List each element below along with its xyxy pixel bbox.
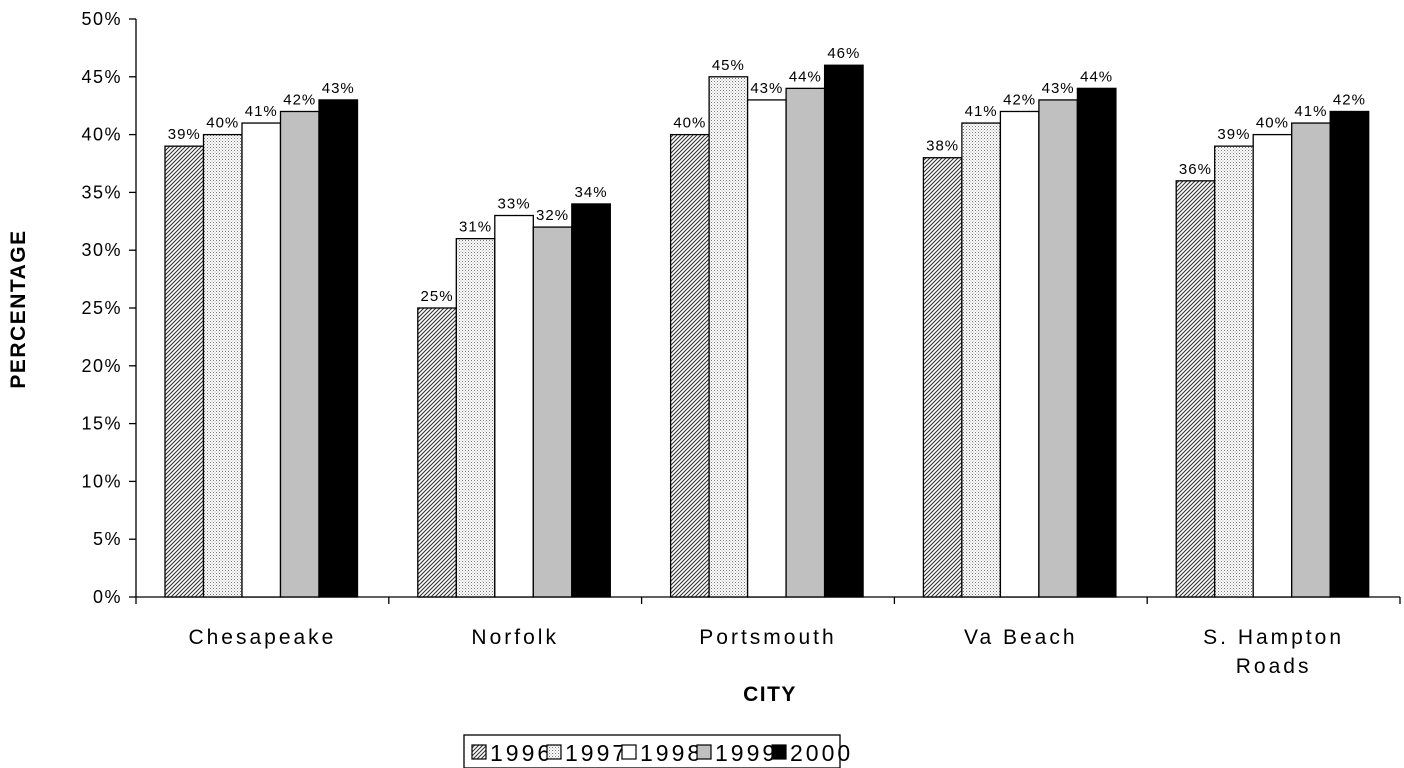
- bar-1996: [417, 307, 457, 598]
- x-axis: Chesapeake Norfolk Portsmouth Va Beach S. Ha…: [135, 596, 1401, 678]
- data-label: 25%: [421, 288, 454, 305]
- data-label: 43%: [1042, 80, 1075, 97]
- legend-swatch-1999: [696, 744, 712, 760]
- y-tick-label: 40%: [81, 125, 122, 145]
- data-label: 42%: [1333, 91, 1366, 108]
- x-tick-label: Portsmouth: [699, 626, 836, 649]
- legend-swatch-1997: [546, 744, 562, 760]
- bar-1996: [669, 133, 710, 598]
- data-label: 44%: [789, 68, 822, 85]
- legend-label: 1996: [490, 740, 553, 766]
- data-label: 42%: [283, 91, 316, 108]
- bar-1998: [746, 99, 787, 598]
- data-label: 41%: [245, 103, 278, 120]
- legend-label: 1998: [640, 740, 703, 766]
- data-label: 42%: [1003, 91, 1036, 108]
- y-tick-label: 50%: [81, 9, 122, 29]
- bar-1996: [922, 157, 963, 598]
- data-labels: 39% 25% 40% 38% 36% 40% 31% 45% 41% 39% 41% 33% 43% 4…: [168, 45, 1366, 305]
- x-tick-label: Roads: [1236, 655, 1312, 678]
- data-label: 41%: [965, 103, 998, 120]
- bar-1998: [494, 214, 534, 598]
- legend: 1996 1997 1998 1999 2000: [463, 734, 853, 768]
- bar-2000: [1329, 110, 1370, 598]
- x-tick-label: S. Hampton: [1203, 626, 1344, 649]
- y-tick-label: 20%: [81, 356, 122, 376]
- data-label: 46%: [827, 45, 860, 62]
- bar-1999: [1291, 122, 1331, 598]
- data-label: 38%: [926, 138, 959, 155]
- bar-1998: [1252, 133, 1293, 598]
- data-label: 31%: [459, 219, 492, 236]
- bar-1999: [785, 87, 826, 598]
- bar-1997: [455, 237, 496, 598]
- data-label: 36%: [1179, 161, 1212, 178]
- data-label: 43%: [750, 80, 783, 97]
- legend-label: 1999: [715, 740, 778, 766]
- data-label: 39%: [168, 126, 201, 143]
- data-label: 33%: [498, 196, 531, 213]
- bar-1999: [279, 110, 320, 598]
- data-label: 39%: [1217, 126, 1250, 143]
- legend-label: 2000: [790, 740, 853, 766]
- y-tick-label: 5%: [93, 529, 122, 549]
- bar-1999: [532, 226, 573, 598]
- bar-1997: [1214, 145, 1254, 598]
- legend-swatch-1996: [471, 744, 487, 760]
- bar-2000: [1076, 87, 1117, 598]
- bar-1997: [708, 76, 749, 598]
- y-axis-title: PERCENTAGE: [7, 229, 30, 388]
- x-tick-label: Va Beach: [964, 626, 1078, 649]
- data-label: 44%: [1080, 68, 1113, 85]
- legend-label: 1997: [565, 740, 628, 766]
- legend-swatch-2000: [771, 744, 787, 760]
- data-label: 45%: [712, 57, 745, 74]
- bar-1996: [1175, 180, 1216, 598]
- y-tick-label: 35%: [81, 182, 122, 202]
- bar-1997: [202, 133, 243, 598]
- legend-swatch-1998: [621, 744, 637, 760]
- x-tick-label: Norfolk: [471, 626, 559, 649]
- data-label: 43%: [322, 80, 355, 97]
- y-tick-label: 10%: [81, 471, 122, 491]
- data-label: 41%: [1294, 103, 1327, 120]
- data-label: 34%: [575, 184, 608, 201]
- bar-1996: [164, 145, 205, 598]
- data-label: 32%: [536, 207, 569, 224]
- y-tick-label: 45%: [81, 67, 122, 87]
- bar-1997: [961, 122, 1002, 598]
- bar-1998: [999, 110, 1040, 598]
- bar-1999: [1038, 99, 1079, 598]
- data-label: 40%: [673, 115, 706, 132]
- bar-1998: [241, 122, 282, 598]
- x-axis-title: CITY: [743, 683, 797, 706]
- y-tick-label: 15%: [81, 414, 122, 434]
- data-label: 40%: [206, 115, 239, 132]
- y-tick-label: 25%: [81, 298, 122, 318]
- bar-2000: [318, 99, 359, 598]
- y-tick-label: 0%: [93, 587, 122, 607]
- data-label: 40%: [1256, 115, 1289, 132]
- x-tick-label: Chesapeake: [188, 626, 336, 649]
- y-axis: 0% 5% 10% 15% 20% 25% 30% 35% 40% 45% 50%: [81, 9, 137, 607]
- bar-2000: [571, 203, 611, 598]
- bars: [164, 64, 1370, 598]
- y-tick-label: 30%: [81, 240, 122, 260]
- bar-2000: [823, 64, 864, 598]
